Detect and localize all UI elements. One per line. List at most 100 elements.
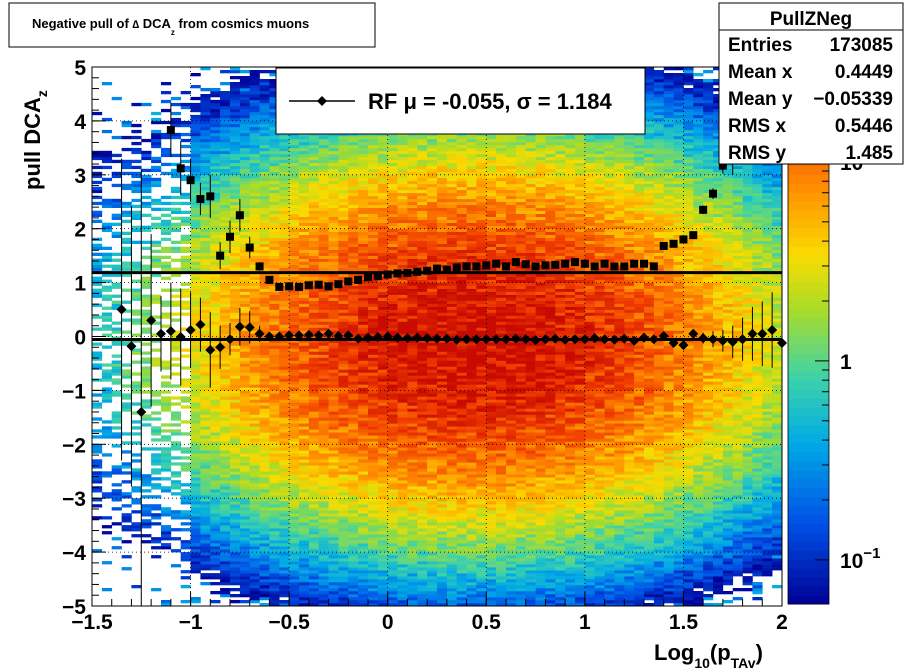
heatmap-cell [299,258,310,262]
heatmap-cell [358,300,369,304]
heatmap-cell [200,102,211,107]
heatmap-cell [230,435,241,439]
heatmap-cell [348,456,359,460]
heatmap-cell [101,228,113,232]
heatmap-cell [190,147,201,152]
heatmap-cell [338,420,349,424]
heatmap-cell [328,309,339,313]
heatmap-cell [338,279,349,283]
heatmap-cell [328,303,339,307]
heatmap-cell [239,315,251,319]
heatmap-cell [259,588,270,592]
heatmap-cell [220,360,231,364]
heatmap-cell [299,600,310,604]
heatmap-cell [289,414,300,418]
heatmap-cell [180,513,191,517]
heatmap-cell [427,546,438,550]
heatmap-cell [259,228,270,232]
heatmap-cell [269,135,280,140]
heatmap-cell [397,162,408,167]
heatmap-cell [377,531,389,535]
heatmap-cell [210,228,221,232]
heatmap-cell [308,528,320,532]
heatmap-cell [377,438,389,442]
heatmap-cell [230,213,241,217]
heatmap-cell [417,279,428,283]
heatmap-cell [407,534,418,538]
heatmap-cell [407,279,418,283]
heatmap-cell [141,246,152,250]
heatmap-cell [318,210,329,214]
heatmap-cell [308,381,320,385]
heatmap-cell [92,219,103,223]
heatmap-cell [407,417,418,421]
heatmap-cell [151,516,162,520]
heatmap-cell [190,273,201,277]
heatmap-cell [289,603,300,607]
heatmap-cell [407,342,418,346]
heatmap-cell [269,216,280,220]
heatmap-cell [230,318,241,322]
heatmap-cell [348,468,359,472]
heatmap-cell [308,249,320,253]
heatmap-cell [269,387,280,391]
heatmap-cell [338,273,349,277]
heatmap-cell [318,261,329,265]
heatmap-cell [318,426,329,430]
heatmap-cell [289,402,300,406]
heatmap-cell [338,597,349,601]
heatmap-cell [141,423,152,427]
heatmap-cell [299,399,310,403]
heatmap-cell [200,258,211,262]
heatmap-cell [210,219,221,223]
heatmap-cell [289,492,300,496]
heatmap-cell [348,366,359,370]
heatmap-cell [308,213,320,217]
heatmap-cell [269,522,280,526]
heatmap-cell [230,105,241,110]
heatmap-cell [210,456,221,460]
heatmap-cell [249,147,260,152]
heatmap-cell [249,600,260,604]
heatmap-cell [170,432,182,436]
heatmap-cell [210,150,221,155]
heatmap-cell [308,468,320,472]
heatmap-cell [190,261,201,265]
heatmap-cell [259,225,270,229]
heatmap-cell [259,471,270,475]
heatmap-cell [348,207,359,211]
heatmap-cell [200,114,211,119]
heatmap-cell [358,519,369,523]
heatmap-cell [220,489,231,493]
heatmap-cell [161,396,172,400]
heatmap-cell [318,573,329,577]
heatmap-cell [348,186,359,191]
heatmap-cell [308,279,320,283]
heatmap-cell [368,213,379,217]
heatmap-cell [368,159,379,164]
heatmap-cell [387,555,398,559]
heatmap-cell [210,393,221,397]
heatmap-cell [92,282,103,286]
heatmap-cell [230,537,241,541]
heatmap-cell [161,429,172,433]
heatmap-cell [239,135,251,140]
heatmap-cell [279,204,290,208]
heatmap-cell [249,186,260,191]
heatmap-cell [200,126,211,131]
heatmap-cell [348,567,359,571]
heatmap-cell [338,501,349,505]
heatmap-cell [397,513,408,517]
heatmap-cell [417,489,428,493]
heatmap-cell [210,91,221,95]
heatmap-cell [308,591,320,595]
heatmap-cell [92,156,103,161]
heatmap-cell [161,135,172,140]
heatmap-cell [407,462,418,466]
heatmap-cell [387,483,398,487]
heatmap-cell [348,333,359,337]
heatmap-cell [407,294,418,298]
heatmap-cell [220,384,231,388]
heatmap-cell [417,498,428,502]
heatmap-cell [348,519,359,523]
